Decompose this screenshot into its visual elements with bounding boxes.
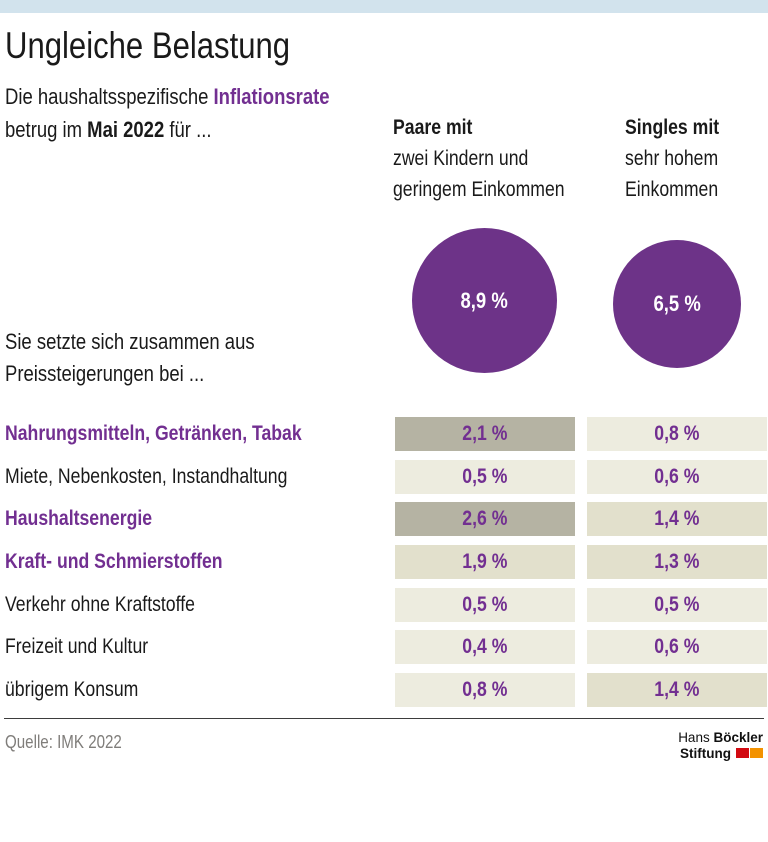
composition-intro-line: Preissteigerungen bei ... xyxy=(5,361,205,386)
cell-value: 1,4 % xyxy=(654,678,700,701)
value-cell: 0,6 % xyxy=(587,630,767,664)
value-cell: 2,1 % xyxy=(395,417,575,451)
column-header-title: Singles mit xyxy=(625,116,720,139)
cell-value: 0,5 % xyxy=(462,593,508,616)
value-cell: 1,4 % xyxy=(587,673,767,707)
value-cell: 0,5 % xyxy=(395,460,575,494)
table-row: übrigem Konsum 0,8 % 1,4 % xyxy=(0,673,768,707)
column-header-line: geringem Einkommen xyxy=(393,178,565,201)
cell-value: 1,3 % xyxy=(654,550,700,573)
page-title: Ungleiche Belastung xyxy=(5,25,291,66)
row-label: Verkehr ohne Kraftstoffe xyxy=(5,593,195,616)
row-label: Haushaltsenergie xyxy=(5,507,153,530)
bubble-singles-total: 6,5 % xyxy=(613,240,741,368)
cell-value: 0,6 % xyxy=(654,635,700,658)
value-cell: 1,9 % xyxy=(395,545,575,579)
value-cell: 0,6 % xyxy=(587,460,767,494)
cell-value: 0,5 % xyxy=(462,465,508,488)
cell-value: 0,8 % xyxy=(462,678,508,701)
value-cell: 0,4 % xyxy=(395,630,575,664)
cell-value: 0,6 % xyxy=(654,465,700,488)
value-cell: 0,8 % xyxy=(587,417,767,451)
column-header-singles: Singles mit sehr hohem Einkommen xyxy=(625,112,737,205)
subtitle-text: Die haushaltsspezifische xyxy=(5,84,214,109)
logo-orange-square-icon xyxy=(750,747,763,758)
value-cell: 1,3 % xyxy=(587,545,767,579)
logo-red-square-icon xyxy=(736,747,749,758)
cell-value: 2,1 % xyxy=(462,422,508,445)
logo-text-bold: Stiftung xyxy=(680,745,731,761)
cell-value: 1,9 % xyxy=(462,550,508,573)
column-header-line: zwei Kindern und xyxy=(393,147,529,170)
cell-value: 0,8 % xyxy=(654,422,700,445)
subtitle-date: Mai 2022 xyxy=(87,117,165,142)
subtitle-line-2: betrug im Mai 2022 für ... xyxy=(5,113,330,146)
cell-value: 0,5 % xyxy=(654,593,700,616)
logo-text-regular: Hans xyxy=(678,730,714,745)
row-label: Kraft- und Schmierstoffen xyxy=(5,550,223,573)
subtitle-text: für ... xyxy=(164,117,212,142)
subtitle-line-1: Die haushaltsspezifische Inflationsrate xyxy=(5,80,330,113)
column-header-line: sehr hohem xyxy=(625,147,719,170)
table-row: Miete, Nebenkosten, Instandhaltung 0,5 %… xyxy=(0,460,768,494)
source-text: Quelle: IMK 2022 xyxy=(5,732,122,752)
composition-intro: Sie setzte sich zusammen aus Preissteige… xyxy=(5,326,302,390)
logo-text-bold: Böckler xyxy=(713,730,763,745)
hans-boeckler-stiftung-logo: Hans Böckler Stiftung xyxy=(678,730,763,761)
row-label: übrigem Konsum xyxy=(5,678,139,701)
subtitle: Die haushaltsspezifische Inflationsrate … xyxy=(5,80,391,146)
value-cell: 0,5 % xyxy=(587,588,767,622)
row-label: Freizeit und Kultur xyxy=(5,635,149,658)
row-label: Miete, Nebenkosten, Instandhaltung xyxy=(5,465,288,488)
value-cell: 0,8 % xyxy=(395,673,575,707)
logo-line-2: Stiftung xyxy=(678,746,763,762)
composition-intro-line: Sie setzte sich zusammen aus xyxy=(5,329,255,354)
column-header-title: Paare mit xyxy=(393,116,473,139)
bubble-paare-total: 8,9 % xyxy=(412,228,557,373)
table-row: Kraft- und Schmierstoffen 1,9 % 1,3 % xyxy=(0,545,768,579)
subtitle-text: betrug im xyxy=(5,117,88,142)
bubble-value: 6,5 % xyxy=(653,291,701,316)
table-row: Nahrungsmitteln, Getränken, Tabak 2,1 % … xyxy=(0,417,768,451)
cell-value: 0,4 % xyxy=(462,635,508,658)
table-row: Verkehr ohne Kraftstoffe 0,5 % 0,5 % xyxy=(0,588,768,622)
source-note: Quelle: IMK 2022 xyxy=(5,731,144,753)
footer-divider xyxy=(4,718,764,719)
table-row: Haushaltsenergie 2,6 % 1,4 % xyxy=(0,502,768,536)
bubble-value: 8,9 % xyxy=(460,287,509,313)
top-accent-bar xyxy=(0,0,768,13)
column-header-line: Einkommen xyxy=(625,178,719,201)
value-cell: 2,6 % xyxy=(395,502,575,536)
column-header-paare: Paare mit zwei Kindern und geringem Eink… xyxy=(393,112,597,205)
subtitle-highlight: Inflationsrate xyxy=(213,84,330,109)
cell-value: 2,6 % xyxy=(462,507,508,530)
table-row: Freizeit und Kultur 0,4 % 0,6 % xyxy=(0,630,768,664)
row-label: Nahrungsmitteln, Getränken, Tabak xyxy=(5,422,302,445)
logo-line-1: Hans Böckler xyxy=(678,730,763,746)
value-cell: 1,4 % xyxy=(587,502,767,536)
value-cell: 0,5 % xyxy=(395,588,575,622)
cell-value: 1,4 % xyxy=(654,507,700,530)
